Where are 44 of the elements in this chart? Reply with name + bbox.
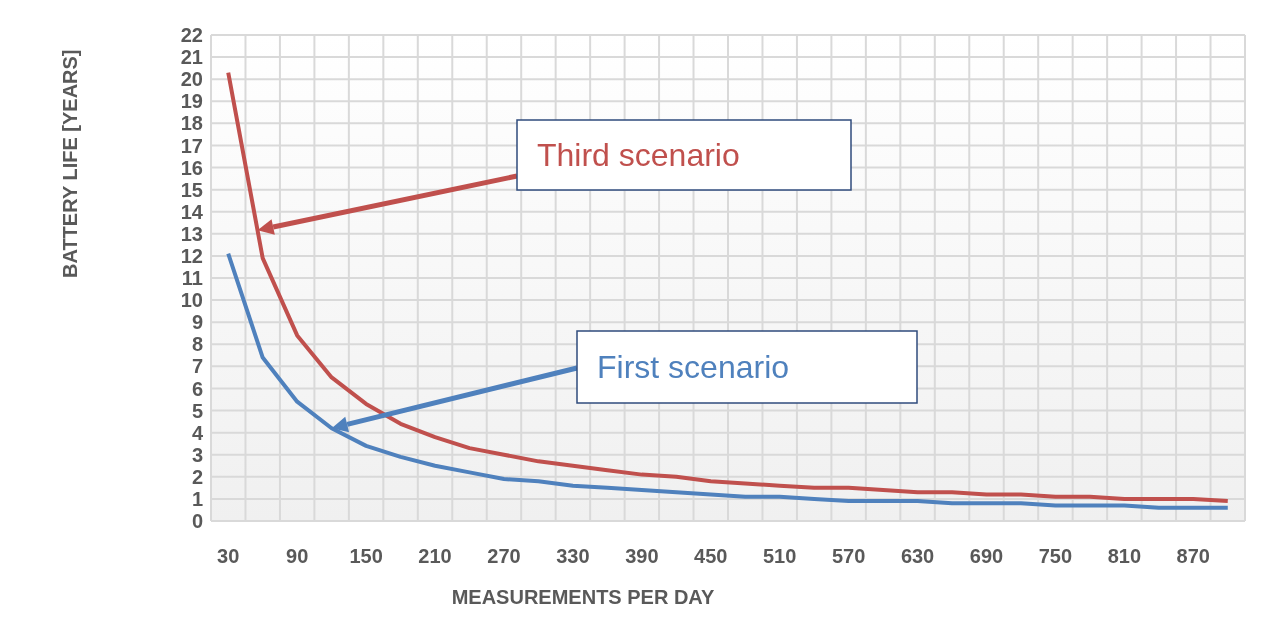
y-tick-label: 18: [180, 112, 203, 135]
x-tick-label: 870: [1176, 545, 1210, 568]
x-tick-label: 810: [1107, 545, 1142, 568]
x-tick-label: 570: [831, 545, 866, 568]
y-tick-label: 5: [191, 399, 203, 422]
text: Third scenario: [537, 137, 740, 173]
y-tick-label: 6: [191, 377, 203, 400]
y-tick-label: 22: [180, 24, 203, 47]
y-tick-label: 17: [180, 134, 203, 157]
x-tick-label: 750: [1038, 545, 1073, 568]
x-tick-label: 630: [900, 545, 935, 568]
y-tick-label: 16: [180, 156, 203, 179]
line-series: [226, 251, 1230, 510]
y-tick-label: 0: [191, 510, 203, 533]
y-tick-label: 11: [181, 267, 203, 290]
x-tick-label: 510: [763, 545, 797, 568]
y-tick-label: 7: [191, 355, 203, 378]
x-tick-label: 390: [625, 545, 659, 568]
y-tick-label: 8: [191, 333, 203, 356]
x-axis-title: MEASUREMENTS PER DAY: [451, 586, 715, 608]
x-tick-label: 330: [556, 545, 590, 568]
text: First scenario: [597, 349, 790, 385]
y-tick-label: 12: [180, 245, 203, 268]
y-tick-label: 9: [191, 311, 203, 334]
y-axis-title: BATTERY LIFE [YEARS]: [59, 49, 82, 278]
x-tick-label: 30: [217, 545, 240, 568]
y-tick-label: 3: [191, 443, 203, 466]
y-tick-label: 15: [180, 178, 203, 201]
y-tick-label: 14: [180, 200, 204, 223]
line-series: [226, 70, 1230, 504]
x-tick-label: 210: [418, 545, 452, 568]
y-tick-label: 2: [191, 465, 203, 488]
y-tick-label: 21: [180, 46, 203, 69]
x-tick-label: 90: [286, 545, 309, 568]
y-tick-label: 20: [180, 68, 203, 91]
x-tick-label: 270: [487, 545, 521, 568]
y-tick-label: 1: [191, 488, 203, 511]
x-tick-label: 450: [694, 545, 728, 568]
y-tick-label: 13: [180, 222, 203, 245]
y-tick-label: 10: [180, 289, 203, 312]
y-tick-label: 19: [180, 90, 203, 113]
x-tick-label: 690: [969, 545, 1004, 568]
x-tick-label: 150: [349, 545, 383, 568]
y-tick-label: 4: [191, 421, 204, 444]
